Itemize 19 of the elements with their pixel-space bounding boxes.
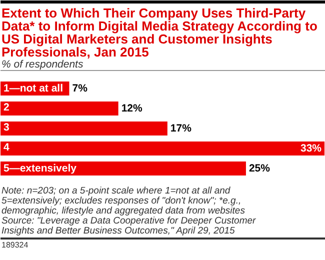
data-label: 7% xyxy=(72,82,88,94)
y-tick-label: 5—extensively xyxy=(4,162,77,174)
data-label: 25% xyxy=(248,162,271,174)
y-tick-label: 1—not at all xyxy=(4,82,64,94)
chart-title: Extent to Which Their Company Uses Third-Party Data* to Inform Digital Media Strategy According to US Digital Marketers and Customer Insights Professionals, Jan 2015 xyxy=(2,6,318,60)
y-tick-label: 4 xyxy=(4,142,10,154)
bar xyxy=(0,102,118,116)
data-label: 33% xyxy=(300,142,322,154)
bar xyxy=(0,142,324,156)
data-label: 12% xyxy=(121,102,143,114)
y-tick-label: 2 xyxy=(4,102,10,114)
text: 189324 xyxy=(2,240,29,250)
bar xyxy=(0,122,168,136)
chart-subtitle: % of respondents xyxy=(2,58,84,70)
y-tick-label: 3 xyxy=(4,122,10,134)
text: Note: n=203; on a 5-point scale where 1=not at all and 5=extensively; excludes responses of "don't know"; *e.g., demographic, lifestyle and aggregated data from websites xyxy=(2,186,246,216)
source-note: Source: "Leverage a Data Cooperative for Deeper Customer Insights and Better Business Outcomes," April 29, 2015 xyxy=(2,216,257,236)
data-label: 17% xyxy=(170,122,192,134)
bar xyxy=(0,162,246,176)
